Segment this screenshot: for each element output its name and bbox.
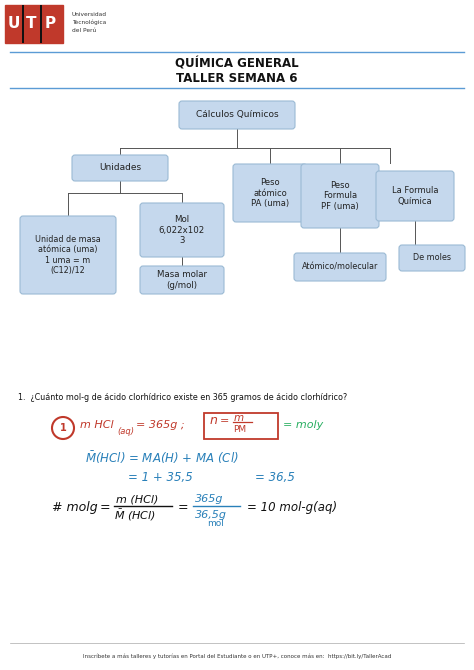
- Text: De moles: De moles: [413, 253, 451, 263]
- Text: Inscríbete a más talleres y tutorías en Portal del Estudiante o en UTP+, conoce : Inscríbete a más talleres y tutorías en …: [83, 653, 391, 659]
- Text: 365g: 365g: [195, 494, 224, 504]
- FancyBboxPatch shape: [5, 5, 63, 43]
- FancyBboxPatch shape: [140, 266, 224, 294]
- Text: =: =: [178, 502, 189, 515]
- Text: La Formula
Química: La Formula Química: [392, 186, 438, 206]
- Text: Peso
atómico
PA (uma): Peso atómico PA (uma): [251, 178, 289, 208]
- Text: QUÍMICA GENERAL: QUÍMICA GENERAL: [175, 58, 299, 70]
- FancyBboxPatch shape: [376, 171, 454, 221]
- Text: n: n: [210, 415, 218, 427]
- FancyBboxPatch shape: [179, 101, 295, 129]
- Text: Peso
Formula
PF (uma): Peso Formula PF (uma): [321, 181, 359, 211]
- Text: del Perú: del Perú: [72, 27, 96, 33]
- FancyBboxPatch shape: [20, 216, 116, 294]
- Text: $\bar{M}$(HCl) = MA(H) + MA (Cl): $\bar{M}$(HCl) = MA(H) + MA (Cl): [85, 450, 239, 466]
- Text: Cálculos Químicos: Cálculos Químicos: [196, 111, 278, 119]
- Text: TALLER SEMANA 6: TALLER SEMANA 6: [176, 72, 298, 84]
- Text: = 36,5: = 36,5: [255, 472, 295, 484]
- Text: $\bar{M}$ (HCl): $\bar{M}$ (HCl): [114, 507, 156, 523]
- FancyBboxPatch shape: [140, 203, 224, 257]
- Text: 1.  ¿Cuánto mol-g de ácido clorhídrico existe en 365 gramos de ácido clorhídrico: 1. ¿Cuánto mol-g de ácido clorhídrico ex…: [18, 393, 347, 403]
- FancyBboxPatch shape: [399, 245, 465, 271]
- Text: Atómico/molecular: Atómico/molecular: [302, 263, 378, 271]
- Text: 36,5g: 36,5g: [195, 510, 227, 520]
- Text: =: =: [220, 416, 229, 426]
- FancyBboxPatch shape: [72, 155, 168, 181]
- Text: m HCl: m HCl: [80, 420, 114, 430]
- Text: T: T: [26, 17, 36, 31]
- Text: PM: PM: [233, 425, 246, 433]
- FancyBboxPatch shape: [233, 164, 307, 222]
- Text: m (HCl): m (HCl): [116, 495, 158, 505]
- Text: # molg: # molg: [52, 502, 98, 515]
- Text: Tecnológica: Tecnológica: [72, 19, 106, 25]
- Text: =: =: [100, 502, 110, 515]
- Text: Unidades: Unidades: [99, 163, 141, 172]
- FancyBboxPatch shape: [204, 413, 278, 439]
- FancyBboxPatch shape: [294, 253, 386, 281]
- Text: P: P: [45, 17, 55, 31]
- Text: Mol
6,022x102
3: Mol 6,022x102 3: [159, 215, 205, 245]
- Text: mol: mol: [207, 519, 224, 529]
- Text: m: m: [234, 413, 244, 423]
- Text: Masa molar
(g/mol): Masa molar (g/mol): [157, 270, 207, 289]
- Text: Unidad de masa
atómica (uma)
1 uma = m
(C12)/12: Unidad de masa atómica (uma) 1 uma = m (…: [35, 235, 101, 275]
- Text: Universidad: Universidad: [72, 11, 107, 17]
- FancyBboxPatch shape: [22, 5, 24, 43]
- FancyBboxPatch shape: [40, 5, 42, 43]
- Text: U: U: [8, 17, 20, 31]
- FancyBboxPatch shape: [301, 164, 379, 228]
- Text: = 365g ;: = 365g ;: [136, 420, 185, 430]
- Text: (aq): (aq): [117, 427, 134, 436]
- Text: = moly: = moly: [283, 420, 323, 430]
- Text: 1: 1: [60, 423, 66, 433]
- Text: = 10 mol-g(aq): = 10 mol-g(aq): [247, 502, 337, 515]
- Text: = 1 + 35,5: = 1 + 35,5: [128, 472, 193, 484]
